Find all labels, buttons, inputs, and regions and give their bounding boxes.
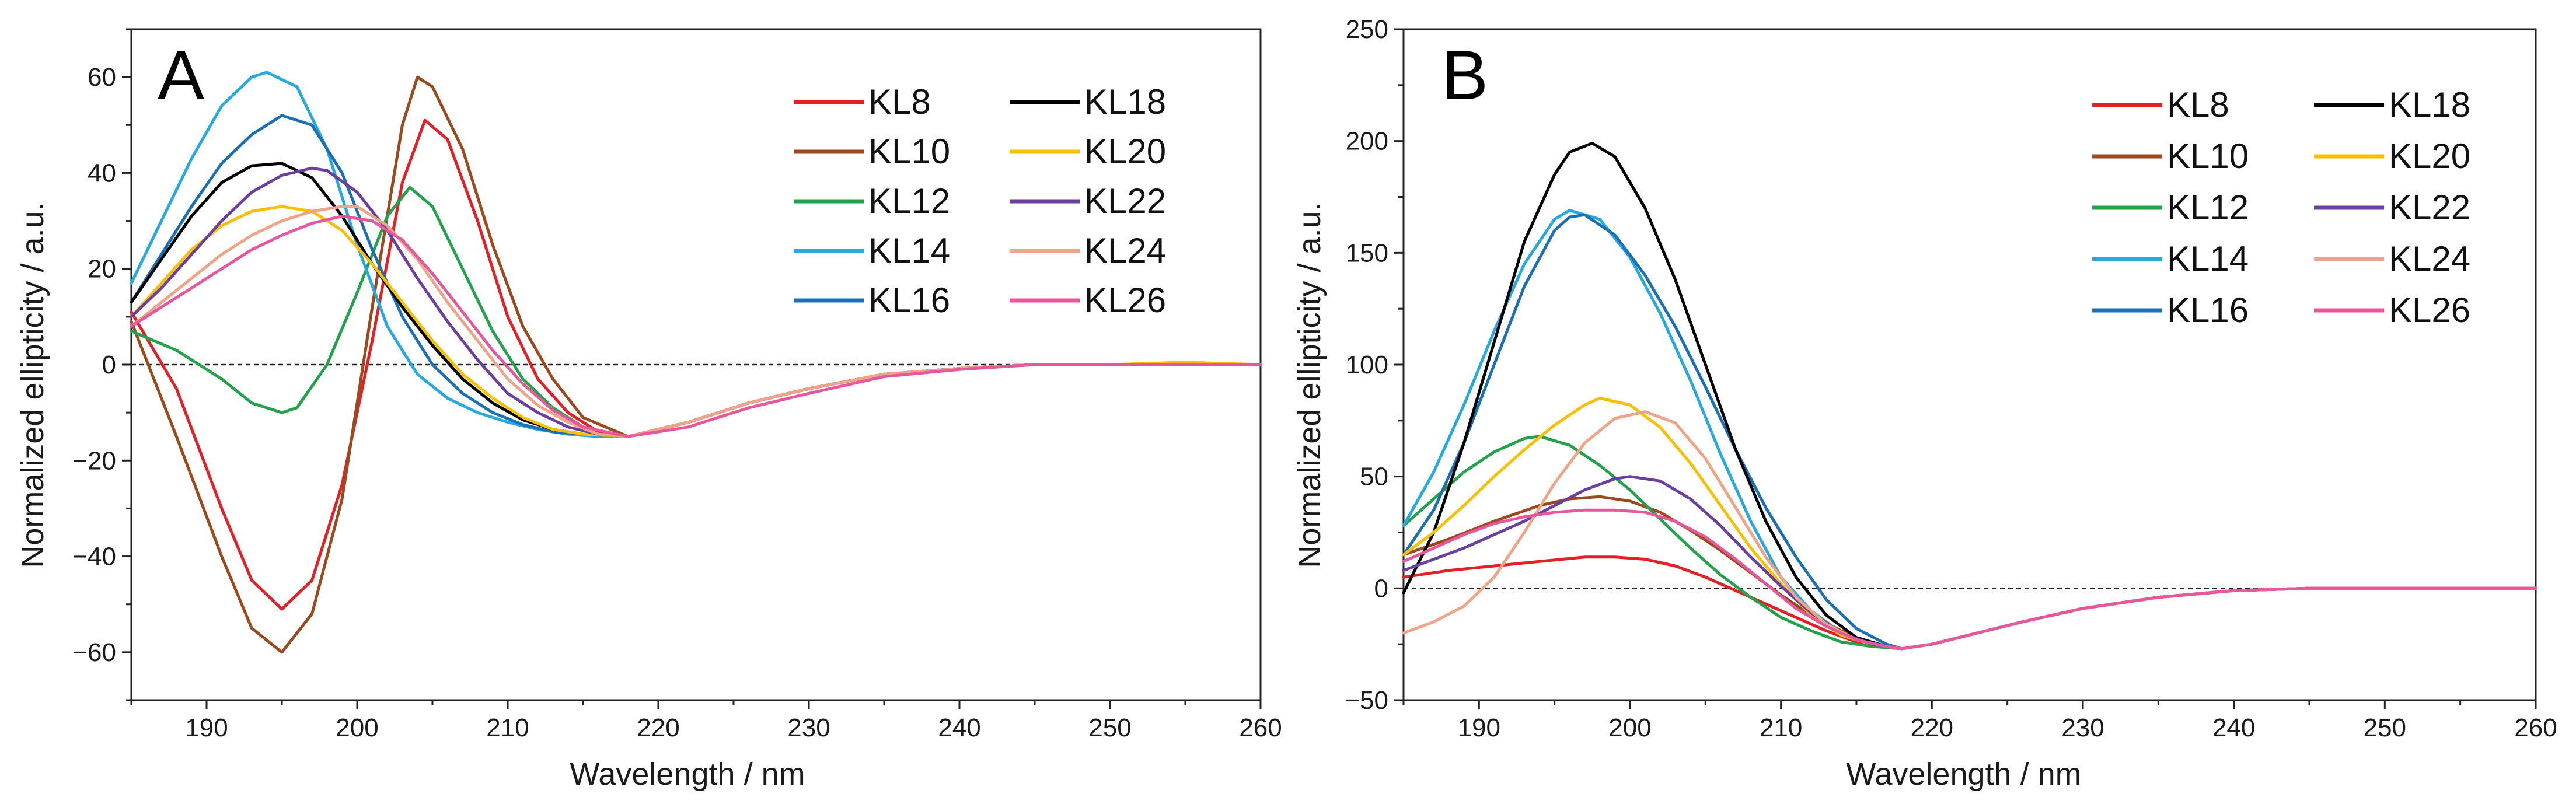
panel-b-y-tick-label: 100 (1346, 351, 1388, 379)
panel-b-y-tick-label: −50 (1345, 686, 1388, 715)
panel-b-x-axis-title: Wavelength / nm (1846, 757, 2081, 792)
panel-b-legend-label-kl8: KL8 (2167, 85, 2229, 124)
panel-b-legend-label-kl16: KL16 (2167, 291, 2249, 330)
panel-b-legend-label-kl22: KL22 (2389, 188, 2470, 227)
panel-b-y-tick-label: 200 (1346, 127, 1388, 156)
panel-a-x-tick-label: 240 (938, 714, 980, 742)
panel-b-x-tick-label: 210 (1760, 714, 1802, 742)
panel-a-legend-label-kl14: KL14 (868, 231, 950, 270)
panel-b: B 190 200 210 220 230 240 250 260 −50 0 50 100 150 20… (1292, 15, 2557, 792)
panel-a-series-kl26 (130, 214, 1262, 438)
panel-a-y-tick-label: 0 (102, 351, 116, 379)
panel-a-y-axis-title: Normalized ellipticity / a.u. (15, 202, 50, 568)
panel-b-x-tick-label: 220 (1911, 714, 1953, 742)
panel-a-x-tick-label: 210 (486, 714, 529, 742)
panel-a-legend-label-kl20: KL20 (1084, 132, 1166, 171)
panel-b-letter: B (1441, 36, 1488, 114)
panel-b-legend-label-kl20: KL20 (2389, 137, 2470, 176)
panel-b-legend-label-kl14: KL14 (2167, 239, 2249, 278)
panel-b-x-tick-label: 200 (1608, 714, 1651, 742)
panel-a: A 190 200 210 220 230 240 250 260 −60 −40 −20 0 20 40… (15, 28, 1282, 792)
panel-b-series-kl20 (1402, 397, 2537, 651)
panel-b-legend-label-kl10: KL10 (2167, 137, 2249, 176)
panel-b-x-tick-label: 230 (2061, 714, 2104, 742)
panel-a-plot: 190 200 210 220 230 240 250 260 −60 −40 −20 0 20 40 60… (72, 28, 1282, 742)
panel-a-y-tick-label: −60 (72, 638, 116, 667)
panel-b-y-axis-title: Normalized ellipticity / a.u. (1292, 202, 1327, 568)
panel-b-y-tick-label: 150 (1346, 239, 1388, 267)
panel-a-y-tick-label: −40 (72, 543, 116, 571)
panel-b-series-kl16 (1402, 213, 2537, 651)
panel-b-y-tick-label: 50 (1360, 463, 1388, 491)
panel-a-y-tick-label: −20 (72, 446, 116, 475)
panel-b-series-kl26 (1402, 508, 2537, 651)
panel-b-legend-label-kl24: KL24 (2389, 239, 2470, 278)
panel-b-legend-label-kl26: KL26 (2389, 291, 2470, 330)
panel-b-series-kl14 (1402, 209, 2537, 651)
panel-b-series-kl12 (1402, 435, 2537, 651)
panel-a-x-tick-label: 220 (637, 714, 679, 742)
panel-a-x-tick-label: 190 (185, 714, 228, 742)
panel-b-legend-label-kl18: KL18 (2389, 85, 2470, 124)
panel-a-x-axis-title: Wavelength / nm (570, 757, 805, 792)
panel-a-legend-label-kl18: KL18 (1084, 82, 1166, 121)
panel-b-x-tick-label: 240 (2212, 714, 2255, 742)
panel-a-y-tick-label: 60 (88, 63, 116, 92)
panel-a-legend-label-kl16: KL16 (868, 281, 950, 320)
panel-b-series-kl18 (1402, 142, 2537, 651)
panel-b-x-tick-label: 190 (1458, 714, 1500, 742)
panel-a-x-tick-label: 230 (787, 714, 830, 742)
panel-b-legend-label-kl12: KL12 (2167, 188, 2249, 227)
panel-a-y-tick-label: 40 (88, 159, 116, 187)
panel-b-series-kl22 (1402, 475, 2537, 651)
panel-a-legend-label-kl24: KL24 (1084, 231, 1166, 270)
panel-a-x-tick-label: 200 (336, 714, 378, 742)
panel-a-legend-label-kl8: KL8 (868, 82, 931, 121)
panel-b-x-tick-label: 250 (2364, 714, 2406, 742)
panel-a-y-tick-label: 20 (88, 255, 116, 284)
panel-a-legend-label-kl26: KL26 (1084, 281, 1166, 320)
panel-a-legend-label-kl12: KL12 (868, 181, 950, 221)
panel-b-y-tick-label: 250 (1346, 15, 1388, 44)
panel-a-x-tick-label: 250 (1088, 714, 1131, 742)
panel-a-legend-label-kl10: KL10 (868, 132, 950, 171)
panel-b-plot: 190 200 210 220 230 240 250 260 −50 0 50 100 150 200 2… (1345, 15, 2557, 742)
panel-b-series-kl10 (1402, 495, 2537, 651)
panel-a-legend-label-kl22: KL22 (1084, 181, 1166, 221)
panel-a-x-tick-label: 260 (1239, 714, 1282, 742)
panel-b-x-tick-label: 260 (2514, 714, 2557, 742)
panel-b-frame (1402, 28, 2537, 701)
panel-b-y-tick-label: 0 (1374, 574, 1388, 603)
panel-a-letter: A (158, 36, 204, 114)
